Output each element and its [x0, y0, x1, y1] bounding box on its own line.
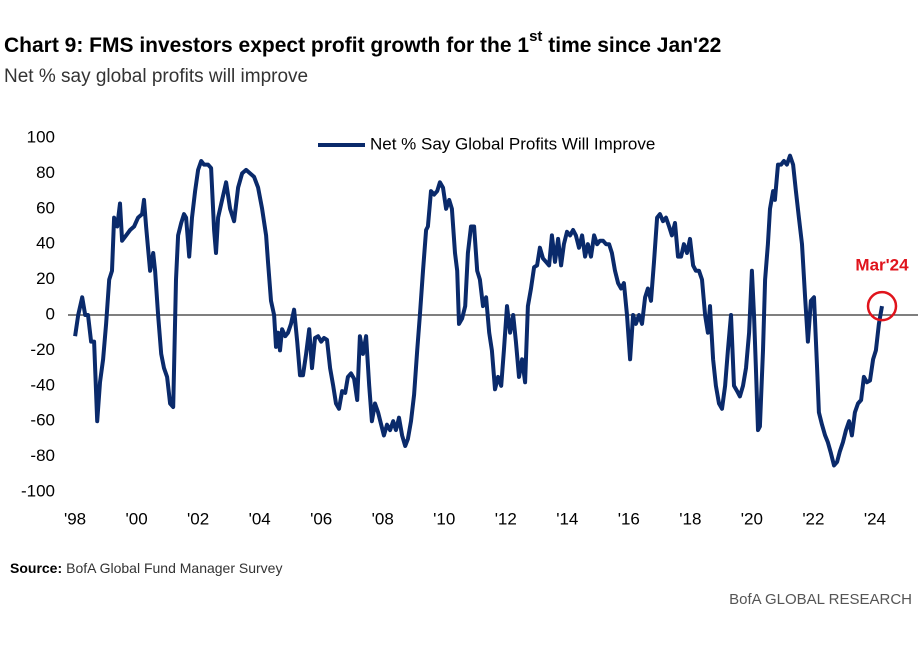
title-superscript: st [529, 28, 542, 45]
y-tick-label: 20 [36, 269, 55, 288]
x-tick-label: '24 [864, 509, 886, 528]
annotation-label: Mar'24 [855, 256, 909, 275]
y-tick-label: -40 [30, 375, 55, 394]
x-tick-label: '08 [372, 509, 394, 528]
source-label: Source: [10, 560, 62, 576]
x-tick-label: '18 [679, 509, 701, 528]
title-part: Chart 9: FMS investors expect profit gro… [4, 34, 529, 57]
title-part: time since Jan'22 [542, 34, 721, 57]
brand: BofA GLOBAL RESEARCH [729, 591, 912, 608]
y-tick-label: 80 [36, 163, 55, 182]
y-tick-label: 60 [36, 198, 55, 217]
x-tick-label: '10 [433, 509, 455, 528]
series-line [73, 153, 884, 468]
y-tick-label: 100 [27, 127, 55, 146]
y-tick-label: -80 [30, 446, 55, 465]
y-tick-label: 40 [36, 234, 55, 253]
x-tick-label: '02 [187, 509, 209, 528]
x-tick-label: '06 [310, 509, 332, 528]
chart-title: Chart 9: FMS investors expect profit gro… [4, 28, 721, 57]
x-tick-label: '00 [126, 509, 148, 528]
chart-subtitle: Net % say global profits will improve [4, 66, 308, 87]
y-tick-label: -100 [21, 481, 55, 500]
x-tick-label: '98 [64, 509, 86, 528]
x-tick-label: '16 [618, 509, 640, 528]
x-tick-label: '20 [741, 509, 763, 528]
source-text: BofA Global Fund Manager Survey [66, 560, 282, 576]
legend-label: Net % Say Global Profits Will Improve [370, 134, 655, 153]
y-tick-label: 0 [46, 304, 55, 323]
annotation-circle [866, 290, 898, 322]
x-tick-label: '04 [249, 509, 271, 528]
x-tick-label: '22 [802, 509, 824, 528]
y-tick-label: -20 [30, 340, 55, 359]
x-tick-label: '14 [556, 509, 578, 528]
x-tick-label: '12 [495, 509, 517, 528]
y-tick-label: -60 [30, 411, 55, 430]
source: Source: BofA Global Fund Manager Survey [10, 560, 282, 576]
